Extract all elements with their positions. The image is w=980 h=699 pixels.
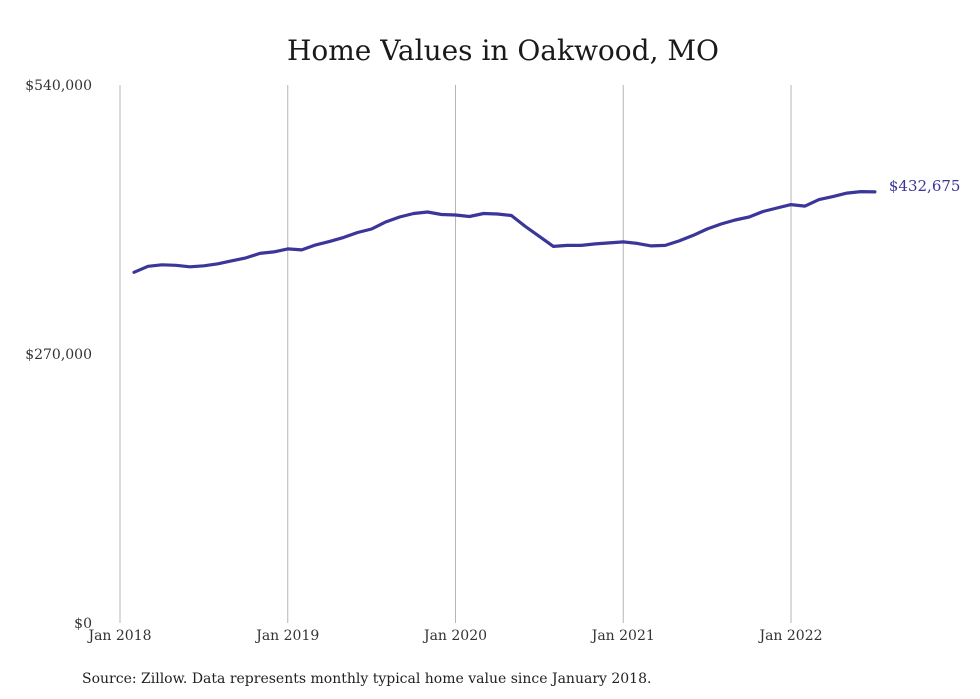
y-tick-label: $270,000 xyxy=(25,347,92,363)
series-group: $432,675 xyxy=(132,177,961,274)
grid-lines xyxy=(119,85,792,623)
x-tick-label: Jan 2019 xyxy=(254,628,319,644)
y-axis-ticks: $0 $270,000 $540,000 xyxy=(25,78,92,632)
x-axis-ticks: Jan 2018 Jan 2019 Jan 2020 Jan 2021 Jan 2022 xyxy=(86,628,822,644)
chart-title: Home Values in Oakwood, MO xyxy=(287,34,719,67)
series-line xyxy=(132,190,877,274)
x-tick-label: Jan 2018 xyxy=(86,628,151,644)
x-tick-label: Jan 2021 xyxy=(590,628,655,644)
source-note: Source: Zillow. Data represents monthly … xyxy=(82,671,651,687)
y-tick-label: $0 xyxy=(74,616,92,632)
x-tick-label: Jan 2022 xyxy=(757,628,822,644)
y-tick-label: $540,000 xyxy=(25,78,92,94)
end-value-label: $432,675 xyxy=(889,177,961,195)
x-tick-label: Jan 2020 xyxy=(422,628,487,644)
